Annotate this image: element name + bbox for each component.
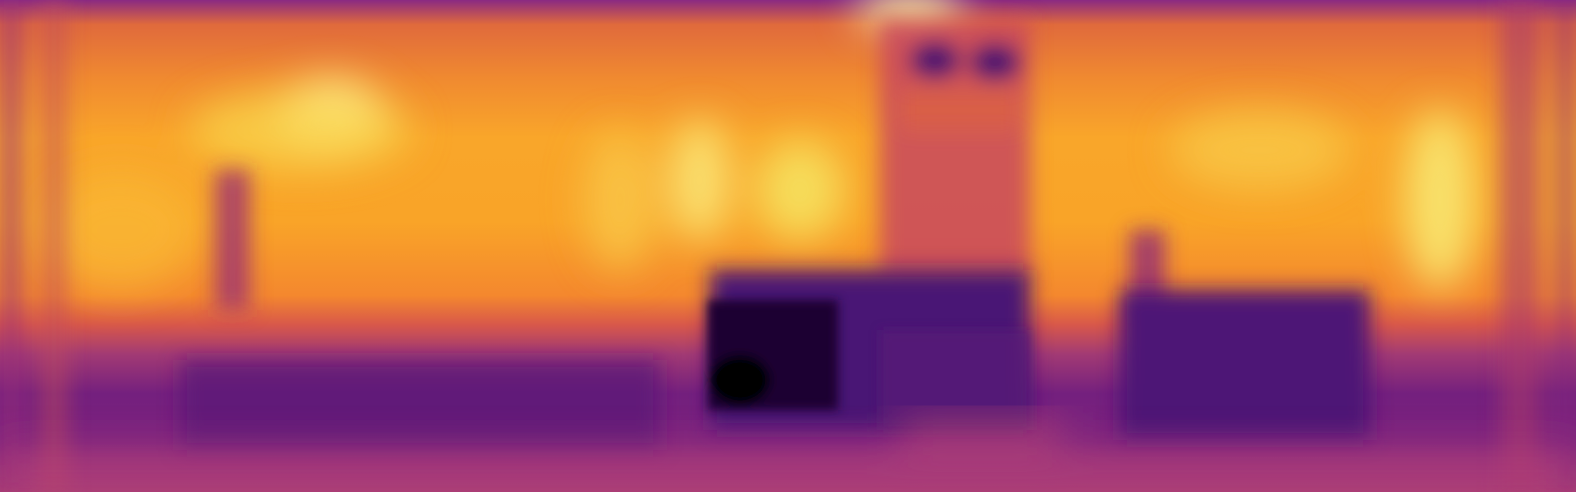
- depth-map-image: [0, 0, 1576, 492]
- depth-heatmap: [0, 0, 1576, 492]
